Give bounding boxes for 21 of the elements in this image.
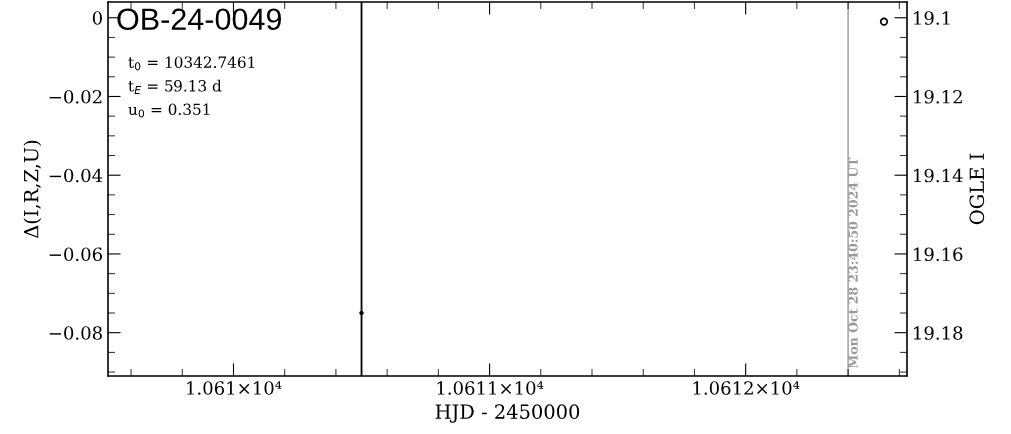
y-tick-label: −0.04 [49,168,103,183]
y-tick-label: −0.06 [49,247,102,262]
y2-axis-title: OGLE I [969,153,985,225]
y2-tick-label: 19.12 [914,89,962,104]
annotation: Mon Oct 28 23:40:50 2024 UT [848,157,858,368]
y-axis-title: Δ(I,R,Z,U) [23,140,42,239]
x-tick-label: 1.0612×10⁴ [693,381,800,395]
annotation: t$_{E}$ = 59.13 d [128,79,222,94]
y2-tick-label: 19.1 [914,11,950,25]
y-tick-label: 0 [92,11,102,25]
chart-title: OB-24-0049 [117,8,281,31]
x-tick-label: 1.0611×10⁴ [437,381,544,395]
y2-tick-label: 19.14 [914,168,963,183]
y2-tick-label: 19.16 [914,247,963,262]
annotation: u$_{0}$ = 0.351 [128,103,210,118]
annotation: t$_{0}$ = 10342.7461 [128,56,255,71]
y-tick-label: −0.08 [49,326,102,340]
x-tick-label: 1.061×10⁴ [187,381,282,395]
x-axis-title: HJD - 2450000 [435,404,580,423]
y-tick-label: −0.02 [49,89,102,104]
y2-tick-label: 19.18 [914,326,963,340]
